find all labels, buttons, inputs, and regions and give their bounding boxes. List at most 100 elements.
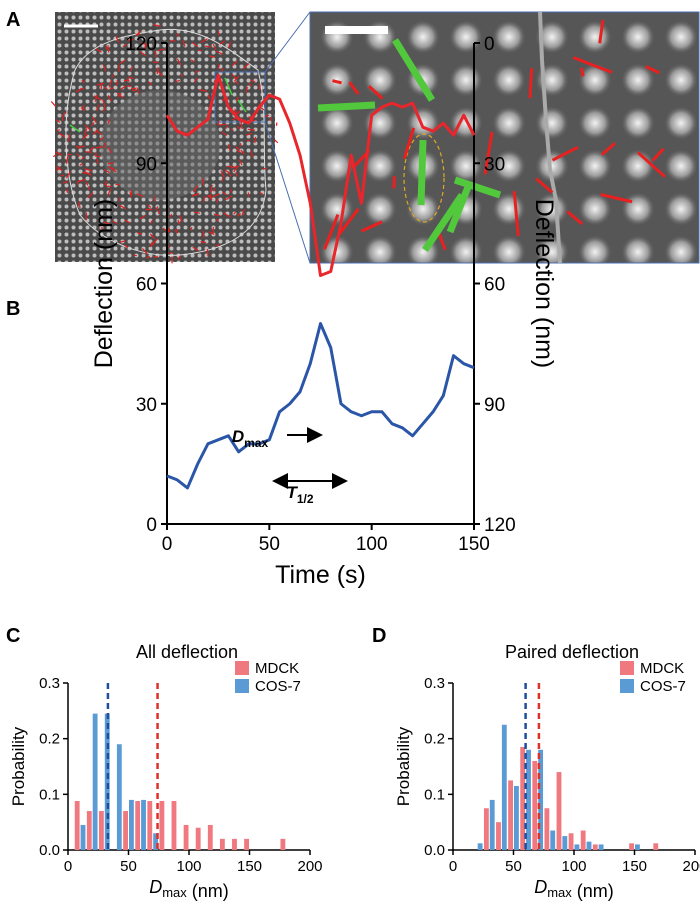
small-arrow <box>236 125 241 130</box>
zoom-image <box>309 11 700 264</box>
small-arrow <box>102 64 107 72</box>
small-arrow <box>215 50 223 55</box>
small-arrow <box>107 119 111 125</box>
small-arrow <box>233 165 239 173</box>
small-arrow <box>62 180 69 184</box>
x-tick-label: 150 <box>458 534 490 555</box>
small-arrow <box>238 159 243 166</box>
small-arrow <box>65 171 72 179</box>
small-arrow <box>52 154 57 158</box>
small-arrow <box>240 121 243 130</box>
annotation: Dmax <box>232 427 269 450</box>
data-line <box>165 73 476 277</box>
x-axis-label: Dmax (nm) <box>149 877 229 901</box>
small-arrow <box>95 104 100 112</box>
small-arrow <box>107 45 110 53</box>
annotation-main: D <box>232 427 244 446</box>
small-arrow <box>197 49 202 52</box>
small-arrow <box>100 136 105 141</box>
small-arrow <box>66 155 69 164</box>
bar <box>92 713 98 850</box>
x-axis-label: Dmax (nm) <box>534 877 614 901</box>
cell-outline <box>65 28 267 256</box>
micrograph-panel: A <box>6 9 700 264</box>
x-tick-label: 100 <box>561 858 586 875</box>
small-arrow <box>130 66 133 72</box>
small-arrow <box>191 42 199 47</box>
bar <box>592 844 598 850</box>
legend-label: COS-7 <box>255 678 301 695</box>
bar <box>80 824 86 850</box>
small-arrow <box>84 124 92 131</box>
small-arrow <box>55 151 63 156</box>
small-arrow <box>153 196 156 202</box>
y-tick-label: 0.0 <box>424 842 445 859</box>
small-arrow <box>135 33 141 36</box>
y-axis-label: Deflection (nm) <box>90 199 118 369</box>
green-arrow <box>446 180 474 234</box>
small-arrow <box>109 87 114 90</box>
small-arrow <box>122 43 128 48</box>
small-arrow <box>118 94 124 98</box>
green-arrow <box>237 99 247 113</box>
small-arrow <box>227 144 231 151</box>
x-axis-label-sub: max <box>547 885 572 900</box>
legend-label: COS-7 <box>640 678 686 695</box>
small-arrow <box>215 243 220 247</box>
y2-axis-label: Deflection (nm) <box>530 199 558 369</box>
small-arrow <box>105 46 108 50</box>
x-tick-label: 50 <box>505 858 522 875</box>
bar <box>501 724 507 850</box>
small-arrow <box>130 87 136 90</box>
bar <box>116 744 122 850</box>
small-arrow <box>219 40 225 45</box>
bar <box>74 801 80 850</box>
small-arrow <box>148 81 153 86</box>
small-arrow <box>145 255 150 259</box>
legend-label: MDCK <box>255 660 299 677</box>
small-arrow <box>117 92 122 95</box>
small-arrow <box>249 79 256 83</box>
bar <box>496 822 501 850</box>
y-axis-label: Probability <box>394 726 413 806</box>
small-arrow <box>168 214 173 218</box>
y-tick-label: 30 <box>136 395 157 416</box>
legend-swatch <box>235 679 249 693</box>
bar <box>232 838 237 850</box>
bar <box>544 808 550 850</box>
small-arrow <box>119 59 126 65</box>
bar <box>538 749 544 850</box>
y2-tick-label: 90 <box>484 395 505 416</box>
bar <box>147 801 153 850</box>
small-arrow <box>193 211 200 214</box>
red-arrow <box>598 19 605 44</box>
small-arrow <box>193 193 197 197</box>
small-arrow <box>103 86 108 90</box>
small-arrow <box>217 63 221 70</box>
small-arrow <box>107 95 112 102</box>
small-arrow <box>216 198 219 203</box>
small-arrow <box>107 162 114 165</box>
bar <box>508 780 513 850</box>
bar <box>129 799 134 850</box>
bar <box>159 801 165 850</box>
small-arrow <box>209 55 216 58</box>
small-arrow <box>270 116 272 121</box>
small-arrow <box>177 255 182 260</box>
small-arrow <box>150 219 154 224</box>
small-arrow <box>215 218 220 222</box>
bar <box>653 843 659 850</box>
red-arrow <box>337 207 360 236</box>
x-tick-label: 100 <box>356 534 388 555</box>
small-arrow <box>177 219 181 225</box>
small-arrow <box>230 128 234 132</box>
red-arrow <box>579 67 585 77</box>
small-arrow <box>149 233 156 240</box>
small-arrow <box>85 181 89 186</box>
data-line <box>166 322 475 490</box>
small-arrow <box>108 165 116 171</box>
x-tick-label: 200 <box>297 858 322 875</box>
small-arrow <box>167 227 171 233</box>
small-arrow <box>246 132 253 136</box>
